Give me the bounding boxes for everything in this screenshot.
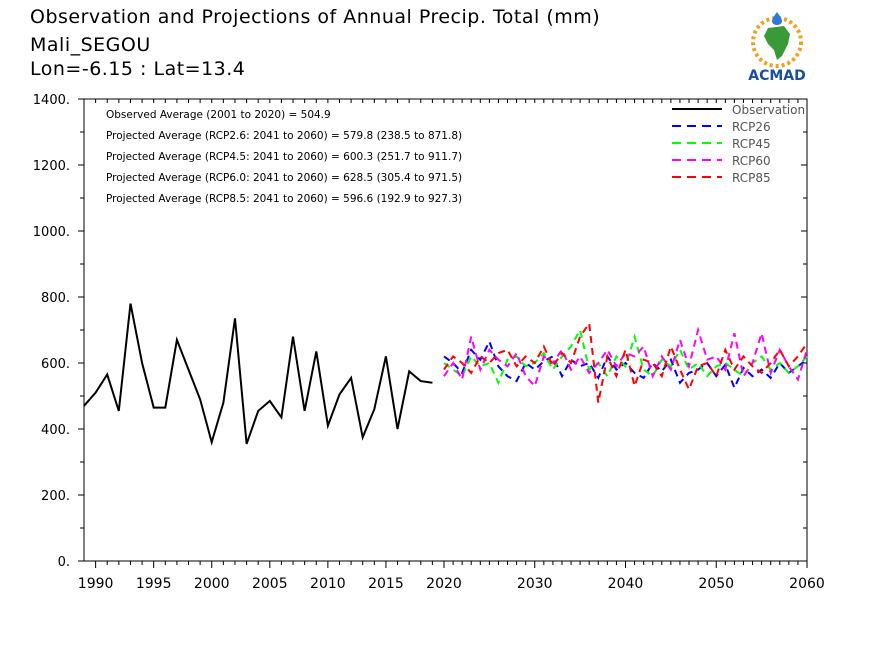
x-tick-label: 2050 [698, 576, 734, 592]
legend: Observation RCP26 RCP45 RCP60 RCP85 [672, 103, 805, 185]
y-tick-label: 0. [58, 555, 70, 570]
x-tick-label: 2000 [194, 576, 230, 592]
y-tick-label: 200. [41, 489, 70, 504]
legend-label-observation: Observation [732, 103, 805, 117]
annotation-line: Observed Average (2001 to 2020) = 504.9 [106, 109, 331, 121]
africa-map-logo [751, 12, 803, 68]
x-tick-label: 2030 [517, 576, 553, 592]
x-tick-label: 2015 [368, 576, 404, 592]
y-tick-label: 400. [41, 423, 70, 438]
legend-label-rcp45: RCP45 [732, 137, 771, 151]
acmad-logo: ACMAD [748, 12, 806, 84]
legend-label-rcp85: RCP85 [732, 171, 771, 185]
annotations: Observed Average (2001 to 2020) = 504.9 P… [106, 109, 462, 205]
series-line-rcp60 [443, 326, 808, 389]
x-tick-label: 1995 [136, 576, 172, 592]
coordinates-label: Lon=-6.15 : Lat=13.4 [30, 58, 246, 80]
x-tick-label: 2060 [789, 576, 825, 592]
annotation-line: Projected Average (RCP6.0: 2041 to 2060)… [106, 172, 462, 184]
y-tick-label: 1200. [33, 159, 70, 174]
x-tick-label: 2020 [426, 576, 462, 592]
x-tick-label: 1990 [78, 576, 114, 592]
left-axis: 0. 200. 400. 600. 800. 1000. 1200. 1400. [33, 93, 807, 570]
annotation-line: Projected Average (RCP2.6: 2041 to 2060)… [106, 130, 462, 142]
annotation-line: Projected Average (RCP4.5: 2041 to 2060)… [106, 151, 462, 163]
legend-label-rcp26: RCP26 [732, 120, 771, 134]
location-name: Mali_SEGOU [30, 34, 151, 56]
legend-label-rcp60: RCP60 [732, 154, 771, 168]
x-tick-label: 2040 [608, 576, 644, 592]
x-tick-label: 2005 [252, 576, 288, 592]
annotation-line: Projected Average (RCP8.5: 2041 to 2060)… [106, 193, 462, 205]
series-line-rcp45 [443, 327, 808, 386]
series-layer [83, 303, 808, 446]
series-line-observation [83, 303, 433, 446]
series-line-rcp26 [443, 339, 808, 391]
x-tick-label: 2010 [310, 576, 346, 592]
y-tick-label: 1400. [33, 93, 70, 108]
logo-text: ACMAD [748, 68, 806, 84]
x-axis: 1990 1995 2000 2005 2010 2015 2020 2030 2040 2050… [78, 99, 825, 592]
y-tick-label: 1000. [33, 225, 70, 240]
y-tick-label: 600. [41, 357, 70, 372]
y-tick-label: 800. [41, 291, 70, 306]
chart-title: Observation and Projections of Annual Pr… [30, 6, 601, 28]
series-line-rcp85 [443, 320, 808, 403]
